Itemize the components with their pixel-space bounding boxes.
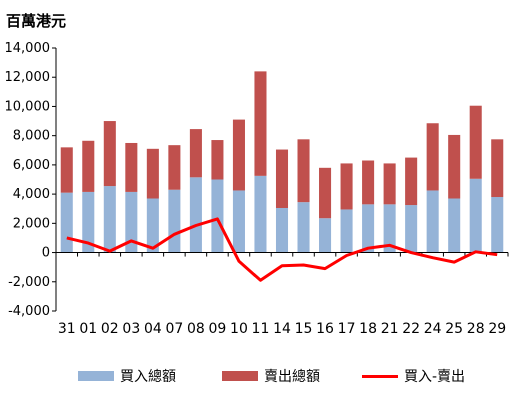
x-tick-label: 22 xyxy=(402,321,420,337)
bar-buy-total xyxy=(275,207,289,253)
bar-sell-total xyxy=(254,71,267,176)
line-net-buy-sell xyxy=(66,217,498,282)
bar-buy-total xyxy=(254,175,267,253)
x-tick-label: 17 xyxy=(338,321,356,337)
bar-buy-total xyxy=(340,209,353,253)
x-tick-label: 01 xyxy=(79,321,97,337)
bar-buy-total xyxy=(168,189,181,253)
x-tick-label: 31 xyxy=(58,321,76,337)
legend-item-buy-total: 買入總額 xyxy=(78,366,176,386)
bar-sell-total xyxy=(275,149,289,208)
x-tick-label: 04 xyxy=(144,321,162,337)
bar-sell-total xyxy=(319,167,332,219)
chart-title: 百萬港元 xyxy=(6,12,67,30)
y-tick-label: 0 xyxy=(42,246,50,261)
bar-buy-total xyxy=(491,197,504,253)
bar-sell-total xyxy=(383,163,396,205)
x-tick-label: 11 xyxy=(252,321,270,337)
y-tick-label: -2,000 xyxy=(8,275,50,290)
bar-buy-total xyxy=(448,198,461,253)
bar-buy-total xyxy=(362,204,375,253)
x-tick-label: 25 xyxy=(445,321,463,337)
y-tick-label: 2,000 xyxy=(13,216,50,231)
legend-swatch-net xyxy=(362,374,398,378)
x-tick-label: 18 xyxy=(359,321,377,337)
bar-buy-total xyxy=(189,177,202,253)
legend-swatch-buy xyxy=(78,371,114,381)
x-tick-label: 24 xyxy=(424,321,442,337)
bar-buy-total xyxy=(125,191,138,253)
bar-sell-total xyxy=(297,139,310,203)
bar-buy-total xyxy=(319,218,332,253)
y-tick-label: 10,000 xyxy=(5,99,51,114)
legend-label-buy: 買入總額 xyxy=(120,369,176,385)
bar-sell-total xyxy=(125,142,138,192)
x-tick-label: 21 xyxy=(381,321,399,337)
bar-buy-total xyxy=(405,205,418,253)
legend-item-sell-total: 賣出總額 xyxy=(222,366,320,386)
bar-sell-total xyxy=(362,160,375,205)
bar-sell-total xyxy=(60,147,73,193)
bar-buy-total xyxy=(103,186,116,253)
legend-item-net: 買入-賣出 xyxy=(362,366,465,386)
bar-sell-total xyxy=(426,123,439,191)
y-tick-label: 14,000 xyxy=(5,41,51,56)
x-tick-label: 14 xyxy=(273,321,291,337)
bar-buy-total xyxy=(60,192,73,253)
bar-buy-total xyxy=(82,191,95,253)
y-tick-label: 4,000 xyxy=(13,187,50,202)
legend-swatch-sell xyxy=(222,371,258,381)
bar-sell-total xyxy=(146,148,159,199)
y-tick-label: 12,000 xyxy=(5,70,51,85)
x-tick-label: 28 xyxy=(467,321,485,337)
x-tick-label: 15 xyxy=(295,321,313,337)
bar-buy-total xyxy=(146,198,159,253)
x-tick-label: 03 xyxy=(122,321,140,337)
bar-sell-total xyxy=(340,163,353,210)
y-tick-label: -4,000 xyxy=(8,304,50,319)
x-tick-label: 02 xyxy=(101,321,119,337)
bar-buy-total xyxy=(211,179,224,253)
y-tick-label: 6,000 xyxy=(13,158,50,173)
bar-sell-total xyxy=(103,121,116,187)
bar-sell-total xyxy=(405,157,418,206)
legend-label-net: 買入-賣出 xyxy=(404,369,466,385)
bar-buy-total xyxy=(383,204,396,253)
x-tick-label: 10 xyxy=(230,321,248,337)
bar-buy-total xyxy=(469,178,482,253)
x-tick-label: 16 xyxy=(316,321,334,337)
bar-sell-total xyxy=(211,140,224,180)
x-tick-label: 07 xyxy=(165,321,183,337)
bar-sell-total xyxy=(448,134,461,199)
bar-sell-total xyxy=(82,140,95,192)
bar-sell-total xyxy=(232,119,245,191)
bar-sell-total xyxy=(189,129,202,178)
x-tick-label: 09 xyxy=(209,321,227,337)
bar-sell-total xyxy=(168,145,181,190)
bar-buy-total xyxy=(426,190,439,253)
y-tick-label: 8,000 xyxy=(13,129,50,144)
bar-sell-total xyxy=(491,139,504,198)
legend-label-sell: 賣出總額 xyxy=(264,369,320,385)
x-tick-label: 29 xyxy=(488,321,506,337)
x-tick-label: 08 xyxy=(187,321,205,337)
bar-buy-total xyxy=(297,202,310,253)
bar-buy-total xyxy=(232,190,245,253)
bar-sell-total xyxy=(469,105,482,179)
